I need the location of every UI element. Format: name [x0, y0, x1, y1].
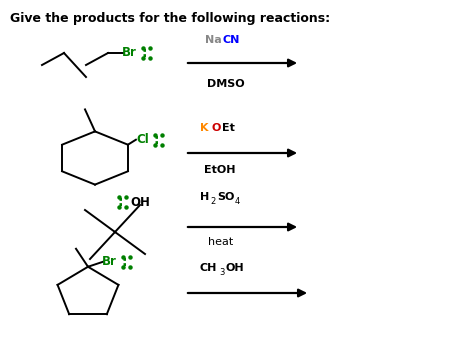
- Text: Na: Na: [205, 35, 222, 45]
- Text: CN: CN: [223, 35, 240, 45]
- Text: 4: 4: [235, 197, 240, 206]
- Text: :: :: [122, 255, 128, 269]
- Text: EtOH: EtOH: [204, 165, 236, 175]
- Text: K: K: [200, 123, 209, 133]
- Text: :: :: [118, 195, 124, 209]
- Text: OH: OH: [226, 263, 245, 273]
- Text: H: H: [200, 192, 209, 202]
- Text: O: O: [212, 123, 221, 133]
- Text: CH: CH: [200, 263, 218, 273]
- Text: Give the products for the following reactions:: Give the products for the following reac…: [10, 12, 330, 25]
- Text: :: :: [142, 46, 147, 60]
- Text: Cl: Cl: [136, 133, 149, 146]
- Text: SO: SO: [217, 192, 234, 202]
- Text: Et: Et: [222, 123, 235, 133]
- Text: 2: 2: [210, 197, 215, 206]
- Text: Br: Br: [102, 255, 117, 268]
- Text: 3: 3: [219, 268, 224, 277]
- Text: DMSO: DMSO: [207, 79, 245, 89]
- Text: OH: OH: [130, 196, 150, 209]
- Text: :: :: [154, 133, 159, 147]
- Text: heat: heat: [208, 237, 233, 247]
- Text: Br: Br: [122, 47, 137, 60]
